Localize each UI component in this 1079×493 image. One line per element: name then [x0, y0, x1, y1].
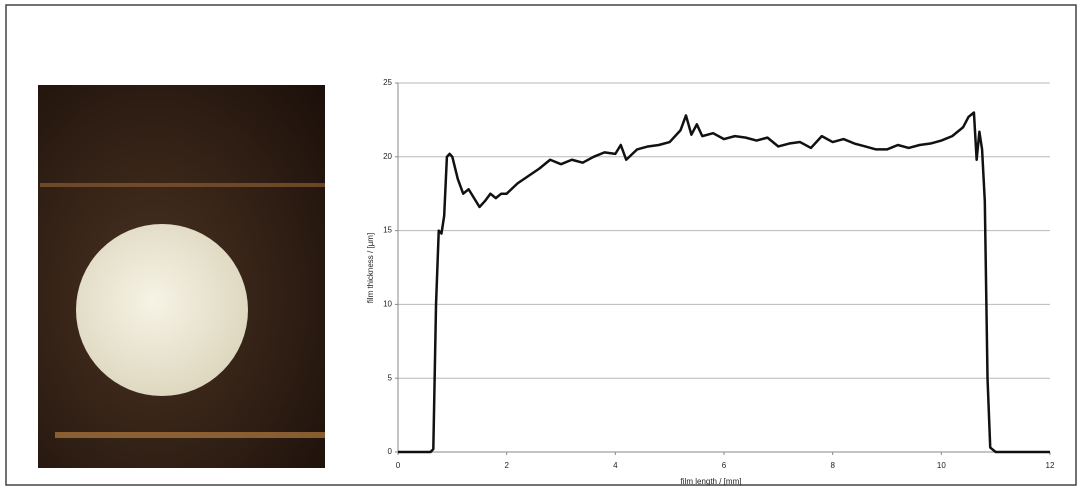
x-tick-label: 10: [937, 461, 946, 470]
y-tick-label: 20: [383, 152, 392, 161]
x-tick-label: 8: [830, 461, 835, 470]
photo-edge: [55, 432, 325, 438]
x-tick-label: 12: [1046, 461, 1055, 470]
photo-edge: [40, 183, 325, 187]
x-tick-label: 0: [396, 461, 401, 470]
frame: [5, 4, 1077, 486]
y-tick-label: 10: [383, 300, 392, 309]
photo: [38, 85, 325, 468]
y-axis-label: film thickness / [µm]: [366, 233, 375, 303]
x-tick-label: 6: [722, 461, 727, 470]
y-tick-label: 25: [383, 78, 392, 87]
data-line: [398, 111, 1050, 454]
x-axis-label: film length / [mm]: [681, 477, 742, 486]
y-tick-label: 5: [388, 373, 393, 382]
x-tick-label: 4: [613, 461, 618, 470]
y-tick-label: 0: [388, 447, 393, 456]
photo-disc: [76, 224, 248, 396]
y-tick-label: 15: [383, 226, 392, 235]
x-tick-label: 2: [504, 461, 509, 470]
